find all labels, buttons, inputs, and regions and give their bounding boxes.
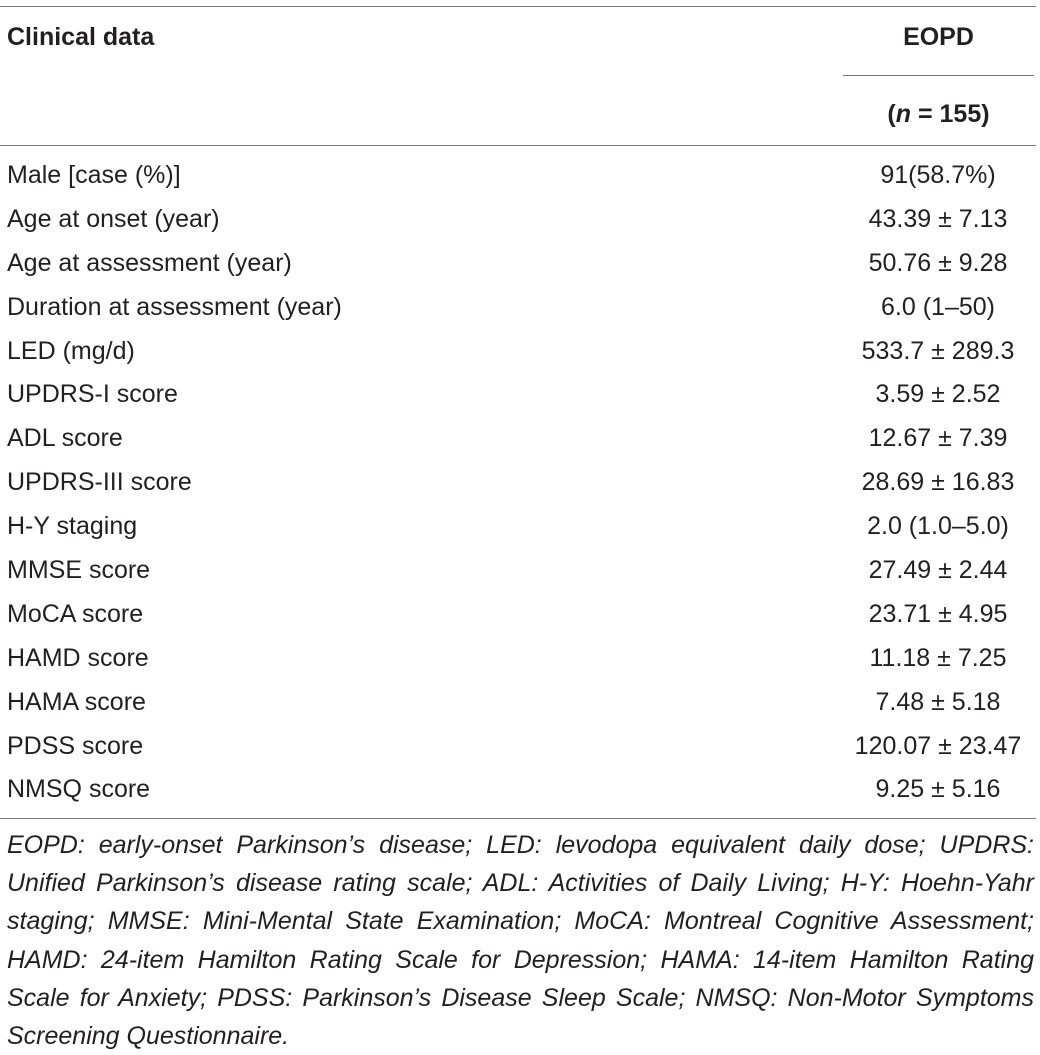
row-value: 7.48 ± 5.18 [875, 687, 1001, 716]
table-row: PDSS score 120.07 ± 23.47 [0, 725, 1040, 769]
row-label: NMSQ score [7, 775, 151, 804]
table-row: HAMA score 7.48 ± 5.18 [0, 681, 1040, 725]
row-label: H-Y staging [7, 512, 138, 541]
row-value: 43.39 ± 7.13 [868, 204, 1008, 233]
table-row: UPDRS-III score 28.69 ± 16.83 [0, 461, 1040, 505]
row-label: Duration at assessment (year) [7, 292, 342, 321]
row-value: 2.0 (1.0–5.0) [867, 512, 1009, 541]
row-label: PDSS score [7, 731, 144, 760]
row-label: UPDRS-III score [7, 468, 192, 497]
sample-size-header: (n = 155) [843, 99, 1034, 129]
row-value: 12.67 ± 7.39 [868, 424, 1008, 453]
row-value: 533.7 ± 289.3 [861, 336, 1015, 365]
column-header-underline [843, 75, 1034, 76]
table-row: MoCA score 23.71 ± 4.95 [0, 593, 1040, 637]
row-label: HAMA score [7, 687, 146, 716]
table-row: H-Y staging 2.0 (1.0–5.0) [0, 505, 1040, 549]
table-row: Age at onset (year) 43.39 ± 7.13 [0, 198, 1040, 242]
sample-size-symbol: n [895, 100, 912, 128]
row-value: 27.49 ± 2.44 [868, 556, 1008, 585]
row-value: 120.07 ± 23.47 [854, 731, 1022, 760]
row-label: Age at assessment (year) [7, 248, 292, 277]
row-value: 91(58.7%) [880, 161, 996, 189]
row-label: Male [case (%)] [7, 161, 181, 189]
table-top-rule [0, 6, 1036, 7]
column-header-eopd: EOPD [903, 23, 974, 51]
table-row: HAMD score 11.18 ± 7.25 [0, 637, 1040, 681]
table-row: MMSE score 27.49 ± 2.44 [0, 549, 1040, 593]
row-value: 9.25 ± 5.16 [875, 775, 1001, 804]
row-value: 28.69 ± 16.83 [861, 468, 1015, 497]
row-value: 23.71 ± 4.95 [868, 599, 1008, 628]
table-row: LED (mg/d) 533.7 ± 289.3 [0, 330, 1040, 374]
row-value: 3.59 ± 2.52 [875, 380, 1001, 409]
sample-size-open-paren: ( [887, 100, 896, 128]
row-label: UPDRS-I score [7, 380, 178, 409]
table-row: Duration at assessment (year) 6.0 (1–50) [0, 286, 1040, 330]
header-bottom-rule [0, 145, 1036, 146]
sample-size-value: = 155) [911, 100, 990, 128]
row-value: 6.0 (1–50) [881, 292, 995, 321]
row-label: MoCA score [7, 599, 144, 628]
table-row: UPDRS-I score 3.59 ± 2.52 [0, 373, 1040, 417]
row-value: 11.18 ± 7.25 [869, 643, 1007, 672]
table-footnote: EOPD: early-onset Parkinson’s disease; L… [7, 831, 1034, 1051]
row-label: ADL score [7, 424, 123, 453]
row-label: HAMD score [7, 643, 149, 672]
table-row: ADL score 12.67 ± 7.39 [0, 417, 1040, 461]
table-body: Male [case (%)] 91(58.7%) Age at onset (… [0, 154, 1040, 812]
row-label: Age at onset (year) [7, 204, 220, 233]
table-row: Male [case (%)] 91(58.7%) [0, 154, 1040, 198]
table-row: Age at assessment (year) 50.76 ± 9.28 [0, 242, 1040, 286]
column-header-clinical-data: Clinical data [7, 23, 155, 51]
table-bottom-rule [0, 818, 1036, 819]
row-label: LED (mg/d) [7, 336, 135, 365]
row-value: 50.76 ± 9.28 [868, 248, 1008, 277]
table-row: NMSQ score 9.25 ± 5.16 [0, 768, 1040, 812]
row-label: MMSE score [7, 556, 151, 585]
